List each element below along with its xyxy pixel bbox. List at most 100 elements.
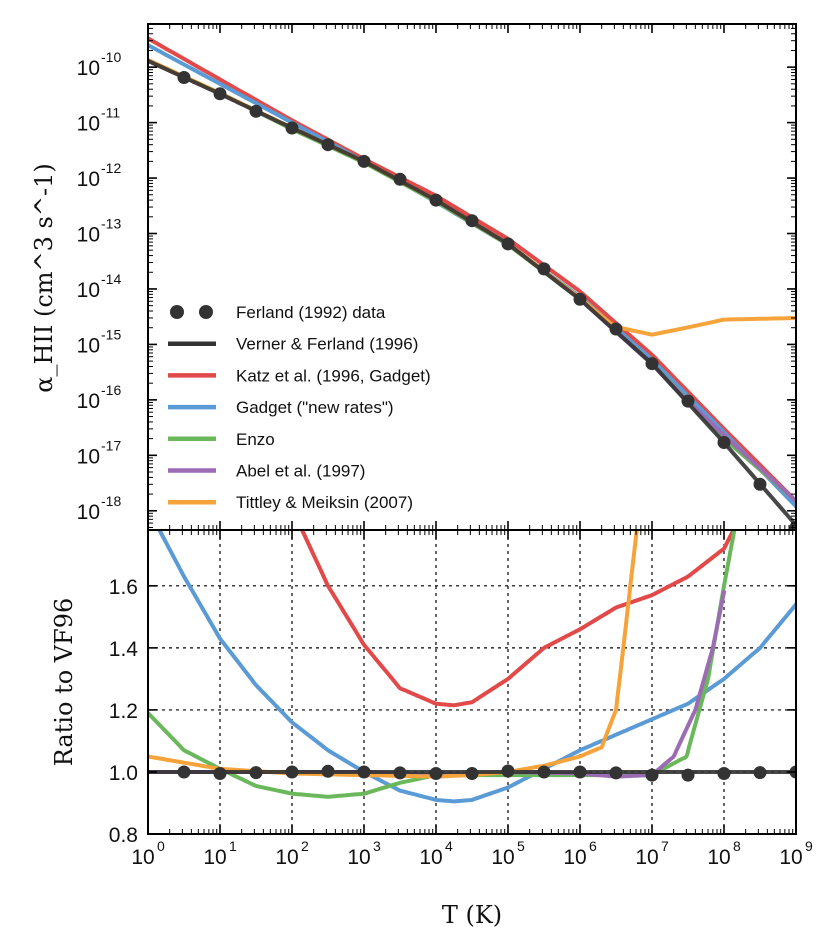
top-y-tick-base-0: 10	[77, 57, 100, 80]
top-y-tick-exp-3: -13	[101, 216, 121, 232]
top-y-axis-label: α_HII (cm^3 s^-1)	[30, 163, 58, 392]
bottom-y-axis-label-text: Ratio to VF96	[50, 598, 78, 767]
bottom-y-tick-label-4: 1.6	[109, 576, 138, 599]
legend-marker-ferland-1992-data-b	[199, 305, 213, 319]
top-y-tick-label-1: 10 -11	[77, 105, 121, 136]
bottom-point-ferland-1992-data-5	[357, 765, 371, 779]
top-y-tick-label-2: 10 -12	[77, 160, 122, 191]
x-tick-label-2: 10 2	[275, 838, 309, 869]
top-y-tick-base-5: 10	[77, 334, 100, 357]
bottom-point-ferland-1992-data-10	[537, 765, 551, 779]
x-tick-label-9: 10 9	[779, 838, 813, 869]
x-tick-exp-5: 5	[517, 838, 525, 854]
bottom-point-ferland-1992-data-0	[177, 765, 191, 779]
top-line-tittley-meiksin-2007	[148, 57, 796, 337]
x-tick-exp-2: 2	[301, 838, 309, 854]
top-point-ferland-1992-data-15	[717, 436, 731, 449]
bottom-point-ferland-1992-data-2	[249, 766, 263, 780]
top-point-ferland-1992-data-3	[285, 121, 299, 135]
bottom-y-axis-label: Ratio to VF96	[50, 598, 78, 767]
top-y-tick-base-7: 10	[77, 445, 100, 468]
top-y-tick-base-6: 10	[77, 390, 100, 413]
top-point-ferland-1992-data-1	[213, 87, 227, 101]
x-tick-base-5: 10	[491, 846, 514, 869]
top-point-ferland-1992-data-16	[753, 477, 767, 491]
legend-label-ferland-1992-data: Ferland (1992) data	[236, 303, 386, 322]
legend-marker-ferland-1992-data-a	[170, 305, 184, 319]
top-point-ferland-1992-data-12	[609, 322, 623, 336]
x-tick-label-3: 10 3	[347, 838, 381, 869]
top-y-tick-exp-6: -16	[101, 382, 121, 398]
top-y-tick-exp-5: -15	[101, 326, 121, 342]
legend-label-katz-et-al-1996-gadget: Katz et al. (1996, Gadget)	[236, 366, 431, 385]
x-tick-base-3: 10	[347, 846, 370, 869]
bottom-point-ferland-1992-data-1	[213, 767, 227, 780]
top-point-ferland-1992-data-7	[429, 193, 443, 207]
top-y-tick-exp-2: -12	[101, 160, 121, 176]
bottom-line-katz-et-al-1996-gadget	[299, 530, 736, 708]
top-y-tick-base-8: 10	[77, 501, 100, 524]
x-axis-label: T (K)	[442, 901, 502, 929]
x-tick-exp-4: 4	[445, 838, 453, 854]
x-tick-label-4: 10 4	[419, 838, 453, 869]
bottom-point-ferland-1992-data-11	[573, 765, 587, 779]
top-point-ferland-1992-data-9	[501, 237, 515, 251]
legend-label-tittley-meiksin-2007: Tittley & Meiksin (2007)	[236, 493, 413, 512]
x-tick-exp-1: 1	[229, 838, 237, 854]
x-tick-exp-9: 9	[805, 838, 813, 854]
bottom-point-ferland-1992-data-7	[429, 767, 443, 780]
top-y-tick-label-4: 10 -14	[77, 271, 122, 302]
top-point-ferland-1992-data-4	[321, 138, 335, 152]
top-y-tick-exp-1: -11	[101, 105, 120, 121]
bottom-point-ferland-1992-data-15	[717, 767, 731, 780]
top-y-tick-base-3: 10	[77, 224, 100, 247]
bottom-panel-frame	[147, 529, 797, 835]
top-point-ferland-1992-data-5	[357, 154, 371, 168]
x-tick-exp-7: 7	[661, 838, 669, 854]
x-tick-exp-8: 8	[733, 838, 741, 854]
top-y-tick-base-1: 10	[77, 113, 100, 136]
bottom-panel-series	[148, 530, 796, 804]
top-point-ferland-1992-data-2	[249, 104, 263, 118]
top-y-tick-label-7: 10 -17	[77, 437, 122, 468]
bottom-panel-grid	[148, 530, 796, 834]
top-y-axis-label-text: α_HII (cm^3 s^-1)	[30, 163, 58, 392]
bottom-point-ferland-1992-data-4	[321, 764, 335, 778]
bottom-point-ferland-1992-data-13	[645, 768, 659, 782]
top-line-verner-ferland-1996	[148, 58, 796, 528]
top-panel-series	[148, 36, 796, 530]
top-y-tick-base-2: 10	[77, 168, 100, 191]
top-point-ferland-1992-data-6	[393, 172, 407, 186]
top-y-tick-exp-7: -17	[101, 437, 121, 453]
bottom-line-gadget-new-rates	[157, 530, 796, 804]
x-tick-base-2: 10	[275, 846, 298, 869]
top-y-tick-exp-4: -14	[101, 271, 121, 287]
legend-label-gadget-new-rates: Gadget ("new rates")	[236, 398, 394, 417]
axis-ticks	[147, 23, 797, 835]
bottom-point-ferland-1992-data-12	[609, 766, 623, 780]
bottom-y-tick-label-1: 1.0	[109, 762, 138, 785]
top-y-tick-label-5: 10 -15	[77, 326, 122, 357]
x-tick-label-0: 10 0	[131, 838, 165, 869]
top-point-ferland-1992-data-11	[573, 292, 587, 306]
bottom-point-ferland-1992-data-3	[285, 765, 299, 779]
bottom-y-tick-label-0: 0.8	[109, 824, 138, 847]
top-point-ferland-1992-data-10	[537, 262, 551, 276]
top-y-tick-label-0: 10 -10	[77, 49, 122, 80]
x-tick-exp-3: 3	[373, 838, 381, 854]
top-point-ferland-1992-data-0	[177, 71, 191, 84]
x-tick-base-1: 10	[203, 846, 226, 869]
x-tick-base-6: 10	[563, 846, 586, 869]
x-tick-label-6: 10 6	[563, 838, 597, 869]
top-y-tick-exp-0: -10	[101, 49, 121, 65]
x-tick-exp-0: 0	[157, 838, 165, 854]
top-point-ferland-1992-data-14	[681, 394, 695, 408]
top-y-tick-exp-8: -18	[101, 493, 121, 509]
x-tick-base-4: 10	[419, 846, 442, 869]
top-panel-frame	[147, 23, 797, 531]
bottom-point-ferland-1992-data-16	[753, 766, 767, 780]
bottom-point-ferland-1992-data-8	[465, 767, 479, 780]
legend: Ferland (1992) data Verner & Ferland (199…	[168, 303, 431, 512]
